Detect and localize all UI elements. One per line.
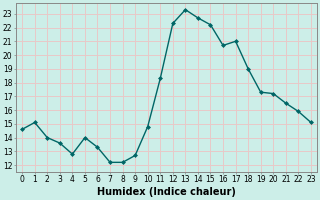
X-axis label: Humidex (Indice chaleur): Humidex (Indice chaleur) — [97, 187, 236, 197]
